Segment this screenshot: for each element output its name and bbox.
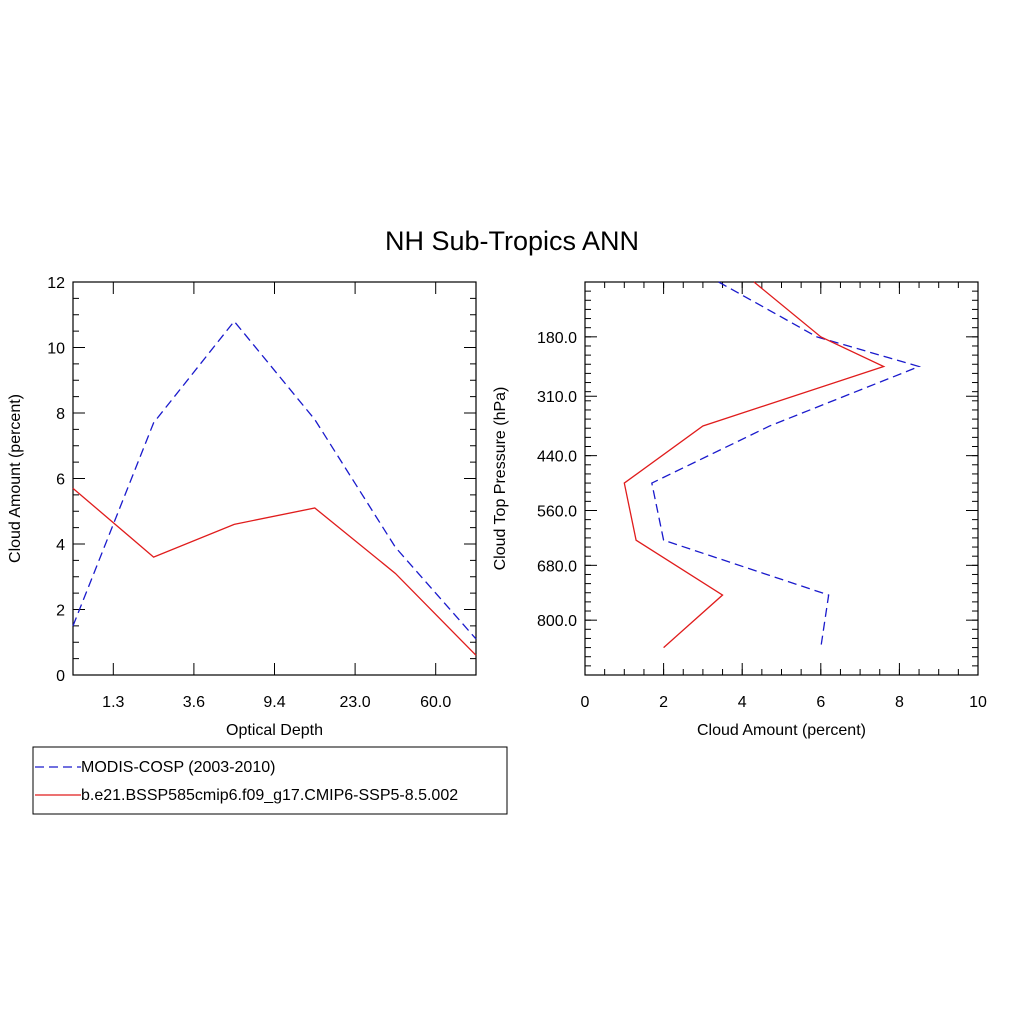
- x-tick-label: 0: [581, 694, 590, 711]
- legend: MODIS-COSP (2003-2010) b.e21.BSSP585cmip…: [32, 746, 508, 815]
- cloud-top-pressure-panel: 0 2 4 6 8 10 180.0 310.0 440.0 560.0 680.0 800.0 Clo…: [492, 281, 987, 739]
- x-tick-label: 10: [969, 694, 987, 711]
- chart-title: NH Sub-Tropics ANN: [385, 226, 639, 256]
- y-tick-label: 0: [56, 668, 65, 685]
- plot-frame: [72, 281, 477, 676]
- x-tick-label: 1.3: [102, 694, 124, 711]
- x-axis-label: Optical Depth: [226, 722, 323, 739]
- legend-frame: [32, 746, 508, 815]
- y-tick-label: 180.0: [537, 330, 577, 347]
- series-line-model: [623, 281, 886, 649]
- legend-label-model: b.e21.BSSP585cmip6.f09_g17.CMIP6-SSP5-8.…: [81, 787, 458, 804]
- x-tick-label: 8: [895, 694, 904, 711]
- x-tick-label: 4: [738, 694, 747, 711]
- x-tick-label: 9.4: [263, 694, 285, 711]
- series-line-obs: [72, 320, 477, 640]
- y-tick-label: 800.0: [537, 613, 577, 630]
- y-axis-label: Cloud Top Pressure (hPa): [492, 387, 509, 571]
- plot-frame: [584, 281, 979, 676]
- y-tick-label: 680.0: [537, 558, 577, 575]
- y-tick-label: 8: [56, 406, 65, 423]
- x-axis-label: Cloud Amount (percent): [697, 722, 866, 739]
- y-tick-label: 10: [47, 341, 65, 358]
- optical-depth-panel: 1.3 3.6 9.4 23.0 60.0 0 2 4 6 8 10 12 Optical Depth C…: [7, 275, 477, 739]
- y-tick-label: 4: [56, 537, 65, 554]
- y-tick-label: 2: [56, 603, 65, 620]
- x-tick-label: 6: [816, 694, 825, 711]
- y-tick-label: 12: [47, 275, 65, 292]
- x-tick-label: 2: [659, 694, 668, 711]
- x-tick-label: 3.6: [183, 694, 205, 711]
- series-line-model: [72, 487, 477, 656]
- y-tick-label: 560.0: [537, 503, 577, 520]
- y-tick-label: 6: [56, 472, 65, 489]
- legend-label-obs: MODIS-COSP (2003-2010): [81, 759, 275, 776]
- y-tick-label: 440.0: [537, 449, 577, 466]
- y-axis-label: Cloud Amount (percent): [7, 394, 24, 563]
- x-tick-label: 60.0: [420, 694, 451, 711]
- x-tick-label: 23.0: [340, 694, 371, 711]
- y-tick-label: 310.0: [537, 389, 577, 406]
- series-line-obs: [651, 281, 922, 648]
